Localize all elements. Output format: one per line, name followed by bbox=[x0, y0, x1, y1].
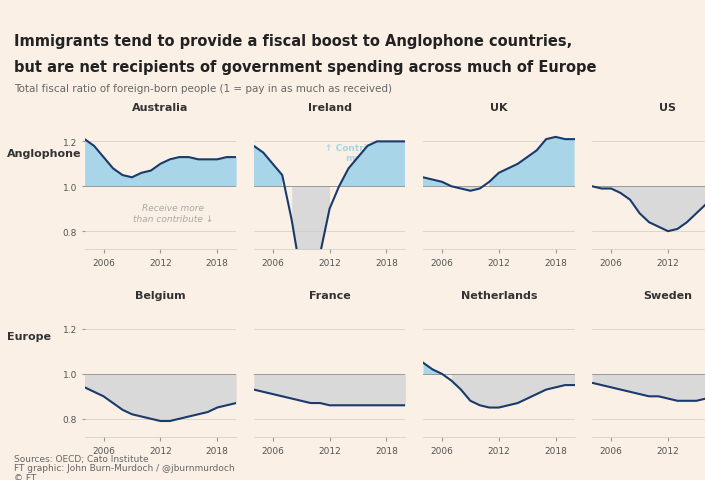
Text: FT graphic: John Burn-Murdoch / @jburnmurdoch: FT graphic: John Burn-Murdoch / @jburnmu… bbox=[14, 463, 235, 472]
Text: © FT: © FT bbox=[14, 473, 37, 480]
Title: Australia: Australia bbox=[133, 103, 188, 113]
Text: Receive more
than contribute ↓: Receive more than contribute ↓ bbox=[133, 204, 213, 223]
Title: Netherlands: Netherlands bbox=[460, 290, 537, 300]
Title: US: US bbox=[659, 103, 677, 113]
Title: Belgium: Belgium bbox=[135, 290, 185, 300]
Text: Total fiscal ratio of foreign-born people (1 = pay in as much as received): Total fiscal ratio of foreign-born peopl… bbox=[14, 84, 392, 94]
Title: France: France bbox=[309, 290, 350, 300]
Text: Anglophone: Anglophone bbox=[7, 149, 82, 158]
Title: Sweden: Sweden bbox=[644, 290, 692, 300]
Text: Europe: Europe bbox=[7, 331, 51, 341]
Text: Sources: OECD; Cato Institute: Sources: OECD; Cato Institute bbox=[14, 454, 149, 463]
Title: Ireland: Ireland bbox=[307, 103, 352, 113]
Title: UK: UK bbox=[490, 103, 508, 113]
Text: Immigrants tend to provide a fiscal boost to Anglophone countries,: Immigrants tend to provide a fiscal boos… bbox=[14, 34, 572, 48]
Text: ↑ Contribute
more: ↑ Contribute more bbox=[326, 144, 391, 163]
Text: but are net recipients of government spending across much of Europe: but are net recipients of government spe… bbox=[14, 60, 596, 75]
